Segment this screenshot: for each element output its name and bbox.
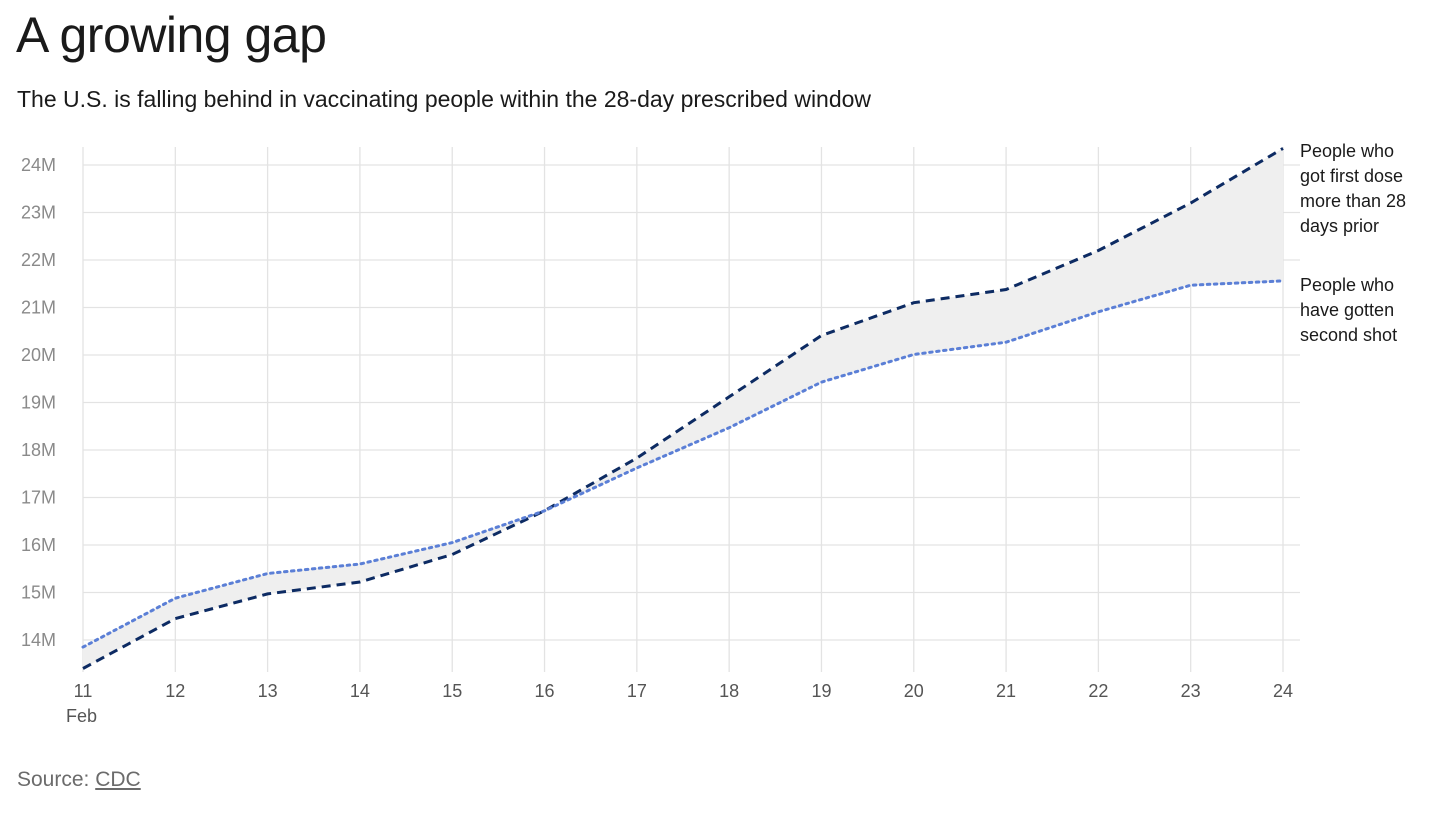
x-tick-label: 18 (719, 681, 739, 701)
y-tick-label: 16M (21, 535, 56, 555)
y-tick-label: 15M (21, 583, 56, 603)
y-tick-label: 20M (21, 345, 56, 365)
y-tick-label: 14M (21, 630, 56, 650)
y-tick-label: 21M (21, 298, 56, 318)
source-note: Source: CDC (17, 768, 141, 792)
y-tick-label: 18M (21, 440, 56, 460)
x-tick-label: 17 (627, 681, 647, 701)
y-tick-label: 22M (21, 250, 56, 270)
series-label-second-shot: People who have gotten second shot (1300, 275, 1397, 345)
x-tick-label: 24 (1273, 681, 1293, 701)
source-prefix: Source: (17, 768, 96, 791)
x-tick-label: 23 (1181, 681, 1201, 701)
x-tick-label: 22 (1088, 681, 1108, 701)
x-tick-label: 21 (996, 681, 1016, 701)
chart-title: A growing gap (16, 7, 327, 63)
y-tick-label: 17M (21, 488, 56, 508)
series-line-first-dose (82, 147, 1284, 670)
series-label-first-dose: People who got first dose more than 28 days… (1300, 141, 1406, 236)
source-link[interactable]: CDC (95, 768, 141, 791)
x-tick-label: 11 (74, 681, 93, 701)
x-tick-label: 14 (350, 681, 370, 701)
y-tick-label: 19M (21, 393, 56, 413)
y-tick-label: 23M (21, 203, 56, 223)
x-tick-label: 20 (904, 681, 924, 701)
x-tick-label: 12 (165, 681, 185, 701)
x-tick-label: 15 (442, 681, 462, 701)
x-tick-label: 16 (535, 681, 555, 701)
chart-subtitle: The U.S. is falling behind in vaccinatin… (17, 86, 872, 112)
series-line-second-shot (81, 279, 1285, 649)
x-tick-label: 19 (811, 681, 831, 701)
x-tick-label: 13 (258, 681, 278, 701)
gap-area (83, 148, 1283, 669)
y-tick-label: 24M (21, 155, 56, 175)
x-month-label: Feb (66, 706, 97, 726)
